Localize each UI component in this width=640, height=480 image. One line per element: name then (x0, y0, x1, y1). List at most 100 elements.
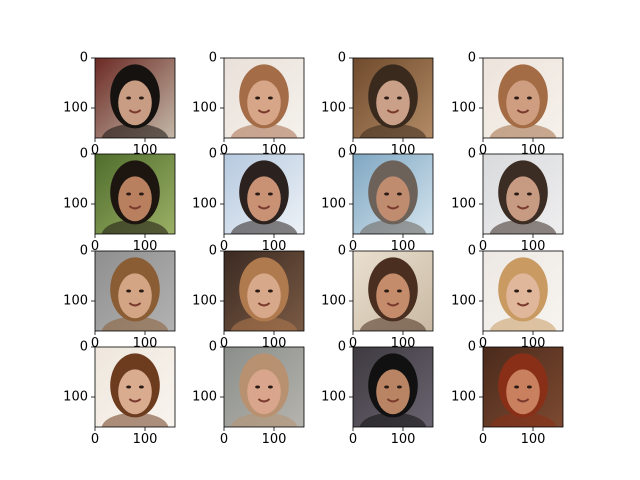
face-shape (247, 273, 281, 319)
eye-right-shape (527, 192, 532, 196)
y-tick-label: 100 (63, 294, 88, 309)
panel-r1-c1: 0 100 0 100 (192, 147, 305, 254)
y-tick-label: 100 (451, 197, 476, 212)
y-tick-label: 0 (468, 147, 476, 162)
y-tick-label: 100 (321, 197, 346, 212)
axes-frame (482, 346, 564, 428)
y-tick-label: 0 (338, 244, 346, 259)
x-tick-label: 0 (220, 336, 228, 351)
y-tick-label: 100 (192, 294, 217, 309)
shoulders-shape (359, 316, 427, 331)
x-tick-label: 0 (220, 432, 228, 447)
eye-left-shape (384, 385, 389, 389)
face-image (353, 251, 433, 331)
eye-right-shape (268, 385, 273, 389)
x-tick-label: 0 (479, 143, 487, 158)
axes-frame (223, 153, 305, 235)
panel-r3-c1: 0 100 0 100 (192, 340, 305, 447)
y-tick-label: 100 (63, 101, 88, 116)
axes-frame (94, 346, 176, 428)
eye-right-shape (268, 96, 273, 100)
shoulders-shape (101, 219, 169, 234)
x-tick-label: 0 (349, 239, 357, 254)
x-tick-label: 100 (133, 239, 158, 254)
mouth-shape (516, 398, 530, 403)
eye-right-shape (139, 192, 144, 196)
y-tick-label: 100 (451, 294, 476, 309)
mouth-shape (128, 398, 142, 403)
x-tick-label: 0 (91, 432, 99, 447)
shoulders-shape (230, 316, 298, 331)
panel-r3-c3: 0 100 0 100 (451, 340, 564, 447)
x-tick-label: 0 (91, 239, 99, 254)
y-tick-label: 100 (321, 294, 346, 309)
mouth-shape (128, 205, 142, 210)
face-image (224, 58, 304, 138)
face-image (353, 154, 433, 234)
eye-left-shape (514, 385, 519, 389)
x-tick-label: 100 (133, 432, 158, 447)
y-tick-label: 0 (468, 244, 476, 259)
face-image (224, 154, 304, 234)
face-shape (376, 80, 410, 126)
y-tick-label: 0 (209, 244, 217, 259)
mouth-shape (516, 302, 530, 307)
face-image (95, 154, 175, 234)
y-tick-label: 0 (80, 340, 88, 355)
mouth-shape (386, 398, 400, 403)
shoulders-shape (359, 123, 427, 138)
eye-right-shape (139, 96, 144, 100)
axes-frame (352, 57, 434, 139)
y-tick-label: 0 (80, 244, 88, 259)
eye-left-shape (514, 289, 519, 293)
face-shape (247, 176, 281, 222)
x-tick-label: 100 (262, 239, 287, 254)
x-tick-label: 0 (220, 239, 228, 254)
x-tick-label: 0 (91, 143, 99, 158)
x-tick-label: 0 (349, 432, 357, 447)
y-tick-label: 100 (63, 197, 88, 212)
face-image (483, 154, 563, 234)
face-shape (118, 273, 152, 319)
shoulders-shape (101, 412, 169, 427)
axes-frame (352, 153, 434, 235)
y-tick-label: 0 (209, 340, 217, 355)
mouth-shape (128, 302, 142, 307)
eye-right-shape (268, 289, 273, 293)
eye-right-shape (397, 96, 402, 100)
shoulders-shape (230, 412, 298, 427)
y-tick-label: 100 (451, 101, 476, 116)
axes-frame (482, 57, 564, 139)
y-tick-label: 0 (468, 340, 476, 355)
axes-frame (94, 57, 176, 139)
y-tick-label: 0 (468, 51, 476, 66)
face-shape (376, 369, 410, 415)
y-tick-label: 0 (80, 51, 88, 66)
face-image (483, 347, 563, 427)
eye-right-shape (397, 289, 402, 293)
axes-frame (223, 346, 305, 428)
y-tick-label: 100 (192, 390, 217, 405)
eye-left-shape (255, 192, 260, 196)
face-image (95, 58, 175, 138)
mouth-shape (386, 302, 400, 307)
face-shape (247, 80, 281, 126)
eye-right-shape (268, 192, 273, 196)
axes-frame (94, 153, 176, 235)
x-tick-label: 100 (262, 432, 287, 447)
face-image (224, 347, 304, 427)
panel-r3-c2: 0 100 0 100 (321, 340, 434, 447)
x-tick-label: 0 (91, 336, 99, 351)
x-tick-label: 100 (521, 239, 546, 254)
face-shape (376, 273, 410, 319)
face-shape (118, 80, 152, 126)
x-tick-label: 0 (479, 336, 487, 351)
shoulders-shape (101, 123, 169, 138)
shoulders-shape (359, 412, 427, 427)
panels-group: 0 100 0 100 0 100 0 100 0 100 0 100 0 100 0 100 0 100 0 100… (63, 51, 564, 447)
face-image (95, 251, 175, 331)
face-shape (506, 80, 540, 126)
